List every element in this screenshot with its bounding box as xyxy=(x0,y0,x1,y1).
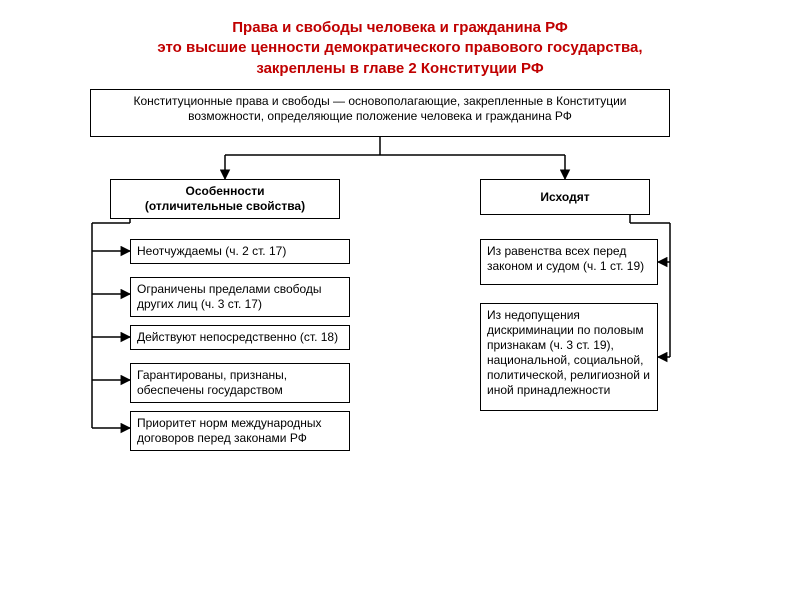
right-item-text: Из недопущения дискриминации по половым … xyxy=(487,308,650,397)
features-header: Особенности(отличительные свойства) xyxy=(110,179,340,219)
right-header-text: Исходят xyxy=(487,184,643,205)
source-header: Исходят xyxy=(480,179,650,215)
title-line-1: Права и свободы человека и гражданина РФ xyxy=(40,18,760,38)
title-line-2: это высшие ценности демократического пра… xyxy=(40,38,760,58)
feature-item-4: Приоритет норм международных договоров п… xyxy=(130,411,350,451)
feature-item-3: Гарантированы, признаны, обеспечены госу… xyxy=(130,363,350,403)
feature-item-1: Ограничены пределами свободы других лиц … xyxy=(130,277,350,317)
left-item-text: Гарантированы, признаны, обеспечены госу… xyxy=(137,368,287,397)
definition-box: Конституционные права и свободы — осново… xyxy=(90,89,670,137)
feature-item-2: Действуют непосредственно (ст. 18) xyxy=(130,325,350,350)
right-item-text: Из равенства всех перед законом и судом … xyxy=(487,244,644,273)
page-title: Права и свободы человека и гражданина РФ… xyxy=(0,0,800,89)
left-item-text: Действуют непосредственно (ст. 18) xyxy=(137,330,338,344)
left-item-text: Приоритет норм международных договоров п… xyxy=(137,416,322,445)
source-item-0: Из равенства всех перед законом и судом … xyxy=(480,239,658,285)
title-line-3: закреплены в главе 2 Конституции РФ xyxy=(40,59,760,79)
source-item-1: Из недопущения дискриминации по половым … xyxy=(480,303,658,411)
topbox-text: Конституционные права и свободы — осново… xyxy=(133,94,626,123)
left-header-l1: Особенности xyxy=(117,184,333,199)
diagram-canvas: Конституционные права и свободы — осново… xyxy=(20,89,780,579)
left-item-text: Ограничены пределами свободы других лиц … xyxy=(137,282,322,311)
left-header-l2: (отличительные свойства) xyxy=(117,199,333,214)
left-item-text: Неотчуждаемы (ч. 2 ст. 17) xyxy=(137,244,286,258)
feature-item-0: Неотчуждаемы (ч. 2 ст. 17) xyxy=(130,239,350,264)
